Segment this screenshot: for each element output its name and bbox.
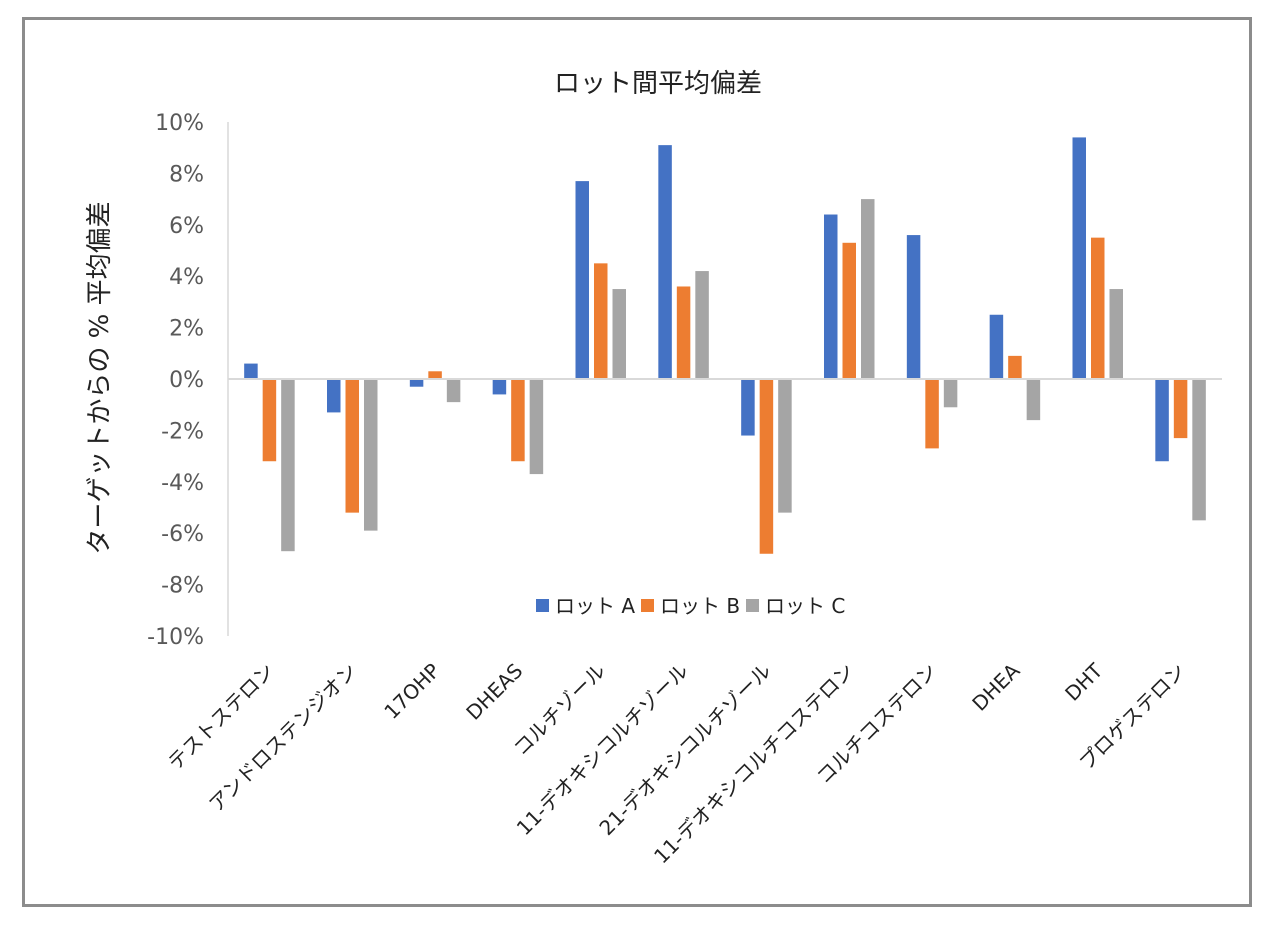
legend: ロット A ロット B ロット C — [536, 594, 845, 618]
y-tick-label: 10% — [155, 111, 204, 136]
bar-series-1-cat-8 — [824, 214, 838, 379]
x-tick-label: アンドロステンジオン — [204, 659, 362, 817]
bar-series-3-cat-9 — [943, 379, 958, 408]
y-tick-labels: 10% 8% 6% 4% 2% 0% -2% -4% -6% -8% -10% — [147, 111, 204, 650]
bar-series-1-cat-4 — [492, 379, 507, 395]
bar-series-1-cat-10 — [989, 314, 1004, 379]
bar-series-1-cat-11 — [1072, 137, 1086, 379]
bar-series-3-cat-2 — [364, 379, 378, 531]
y-tick-label: -4% — [161, 471, 204, 496]
y-tick-label: 0% — [169, 368, 204, 393]
chart-title: ロット間平均偏差 — [554, 69, 762, 99]
bar-series-2-cat-1 — [262, 379, 277, 462]
bar-series-2-cat-4 — [511, 379, 525, 462]
bar-series-1-cat-6 — [658, 145, 672, 379]
y-tick-label: 8% — [169, 162, 204, 187]
y-tick-label: -8% — [161, 574, 204, 599]
y-axis-label: ターゲットからの % 平均偏差 — [85, 201, 115, 554]
bar-series-3-cat-8 — [861, 199, 875, 379]
chart-frame — [22, 17, 1252, 907]
bar-series-2-cat-11 — [1091, 237, 1105, 379]
bar-series-3-cat-4 — [529, 379, 544, 475]
x-tick-label: 11-デオキシコルチゾール — [512, 659, 693, 840]
y-tick-label: 4% — [169, 265, 204, 290]
bar-series-1-cat-12 — [1155, 379, 1169, 462]
bar-series-2-cat-9 — [925, 379, 939, 449]
bar-series-2-cat-10 — [1008, 355, 1022, 379]
x-tick-label: DHT — [1060, 658, 1108, 706]
y-tick-label: 2% — [169, 317, 204, 342]
bar-series-2-cat-6 — [676, 286, 691, 379]
y-tick-label: -10% — [147, 625, 204, 650]
bar-series-3-cat-3 — [446, 379, 461, 403]
bar-series-3-cat-10 — [1026, 379, 1041, 421]
legend-swatch — [746, 599, 759, 612]
x-tick-label: 21-デオキシコルチゾール — [594, 659, 775, 840]
bars-layer — [244, 137, 1206, 554]
bar-series-3-cat-6 — [695, 271, 709, 379]
bar-series-1-cat-5 — [575, 181, 589, 379]
bar-series-2-cat-12 — [1173, 379, 1188, 439]
bar-series-2-cat-2 — [345, 379, 359, 513]
legend-label: ロット C — [765, 594, 845, 618]
legend-swatch — [536, 599, 549, 612]
bar-series-3-cat-5 — [612, 289, 626, 379]
y-tick-label: 6% — [169, 214, 204, 239]
y-tick-label: -6% — [161, 522, 204, 547]
x-tick-label: DHEA — [967, 658, 1024, 715]
bar-series-2-cat-7 — [759, 379, 774, 554]
legend-label: ロット B — [660, 594, 740, 618]
x-tick-label: 17OHP — [379, 659, 444, 724]
bar-series-3-cat-11 — [1109, 289, 1123, 379]
bar-series-1-cat-7 — [741, 379, 755, 436]
bar-series-3-cat-1 — [281, 379, 295, 552]
bar-series-1-cat-2 — [327, 379, 341, 413]
bar-series-2-cat-8 — [842, 242, 856, 379]
x-tick-label: DHEAS — [461, 659, 527, 725]
legend-label: ロット A — [555, 594, 635, 618]
bar-series-1-cat-1 — [244, 363, 258, 379]
bar-series-2-cat-3 — [428, 371, 442, 379]
bar-series-3-cat-7 — [778, 379, 792, 513]
bar-series-3-cat-12 — [1192, 379, 1206, 521]
bar-series-1-cat-9 — [906, 235, 921, 379]
bar-series-1-cat-3 — [409, 379, 424, 387]
bar-series-2-cat-5 — [594, 263, 608, 379]
legend-swatch — [641, 599, 654, 612]
y-tick-label: -2% — [161, 419, 204, 444]
